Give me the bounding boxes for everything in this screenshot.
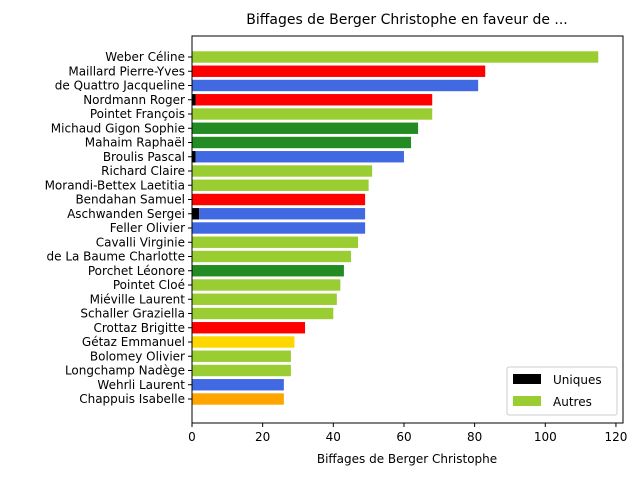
x-tick-label-0: 0 [188, 430, 196, 444]
x-tick-label-5: 100 [534, 430, 557, 444]
bar-autres-24 [192, 393, 284, 405]
bar-autres-0 [192, 51, 599, 63]
bar-autres-19 [192, 322, 306, 334]
y-tick-label-5: Michaud Gigon Sophie [51, 121, 185, 135]
x-tick-label-6: 120 [604, 430, 627, 444]
y-tick-label-7: Broulis Pascal [103, 150, 185, 164]
bar-autres-18 [192, 307, 334, 320]
y-tick-label-24: Chappuis Isabelle [79, 392, 185, 406]
bar-uniques-11 [192, 208, 200, 220]
plot-frame [191, 35, 624, 424]
y-tick-label-1: Maillard Pierre-Yves [68, 64, 185, 78]
y-tick-label-18: Schaller Graziella [80, 307, 185, 321]
bar-autres-1 [192, 65, 486, 77]
bar-uniques-7 [192, 151, 196, 163]
bar-uniques-3 [192, 94, 196, 106]
y-tick-label-14: de La Baume Charlotte [47, 250, 186, 264]
bar-autres-22 [192, 364, 291, 377]
legend-label-uniques: Uniques [553, 373, 602, 387]
y-tick-label-6: Mahaim Raphaël [85, 136, 185, 150]
y-tick-label-12: Feller Olivier [110, 221, 185, 235]
x-tick-label-3: 60 [396, 430, 411, 444]
legend: Uniques Autres [506, 366, 618, 416]
bar-autres-6 [192, 136, 412, 149]
y-tick-label-10: Bendahan Samuel [75, 193, 185, 207]
y-tick-label-16: Pointet Cloé [113, 278, 185, 292]
y-tick-label-23: Wehrli Laurent [97, 378, 185, 392]
y-tick-label-17: Miéville Laurent [90, 292, 186, 306]
bar-autres-10 [192, 193, 366, 206]
legend-swatch-autres [513, 396, 541, 406]
bar-autres-21 [192, 350, 291, 362]
y-tick-label-4: Pointet François [90, 107, 185, 121]
bar-autres-20 [192, 336, 295, 348]
bar-autres-8 [192, 165, 373, 177]
y-tick-label-20: Gétaz Emmanuel [82, 335, 185, 349]
bar-autres-14 [192, 250, 351, 263]
y-tick-label-2: de Quattro Jacqueline [55, 79, 185, 93]
y-tick-label-22: Longchamp Nadège [65, 364, 185, 378]
y-tick-label-13: Cavalli Virginie [96, 235, 185, 249]
chart-title: Biffages de Berger Christophe en faveur … [246, 12, 568, 28]
x-tick-label-4: 80 [467, 430, 482, 444]
bar-autres-17 [192, 293, 337, 305]
y-tick-label-9: Morandi-Bettex Laetitia [45, 178, 185, 192]
bar-autres-16 [192, 279, 341, 291]
bar-autres-3 [195, 94, 433, 106]
x-axis-label: Biffages de Berger Christophe [317, 452, 497, 466]
bar-autres-4 [192, 108, 433, 120]
y-tick-label-3: Nordmann Roger [83, 93, 185, 107]
bar-autres-13 [192, 236, 359, 248]
x-tick-label-2: 40 [326, 430, 341, 444]
bar-autres-5 [192, 122, 419, 134]
bar-autres-2 [192, 79, 479, 92]
y-tick-label-11: Aschwanden Sergei [67, 207, 185, 221]
legend-label-autres: Autres [553, 395, 592, 409]
x-tick-label-1: 20 [255, 430, 270, 444]
x-ticks: 0 20 40 60 80 100 120 [188, 423, 627, 444]
y-tick-label-19: Crottaz Brigitte [93, 321, 185, 335]
y-tick-label-8: Richard Claire [101, 164, 185, 178]
bar-autres-12 [192, 222, 366, 234]
bar-autres-7 [195, 151, 404, 163]
y-tick-label-15: Porchet Léonore [88, 264, 185, 278]
y-tick-label-0: Weber Céline [105, 50, 185, 64]
bars-group [192, 51, 599, 405]
bar-autres-15 [192, 265, 344, 277]
bar-autres-11 [199, 208, 366, 220]
y-tick-label-21: Bolomey Olivier [90, 349, 185, 363]
bar-autres-9 [192, 179, 369, 191]
bar-autres-23 [192, 379, 284, 391]
legend-swatch-uniques [513, 374, 541, 384]
